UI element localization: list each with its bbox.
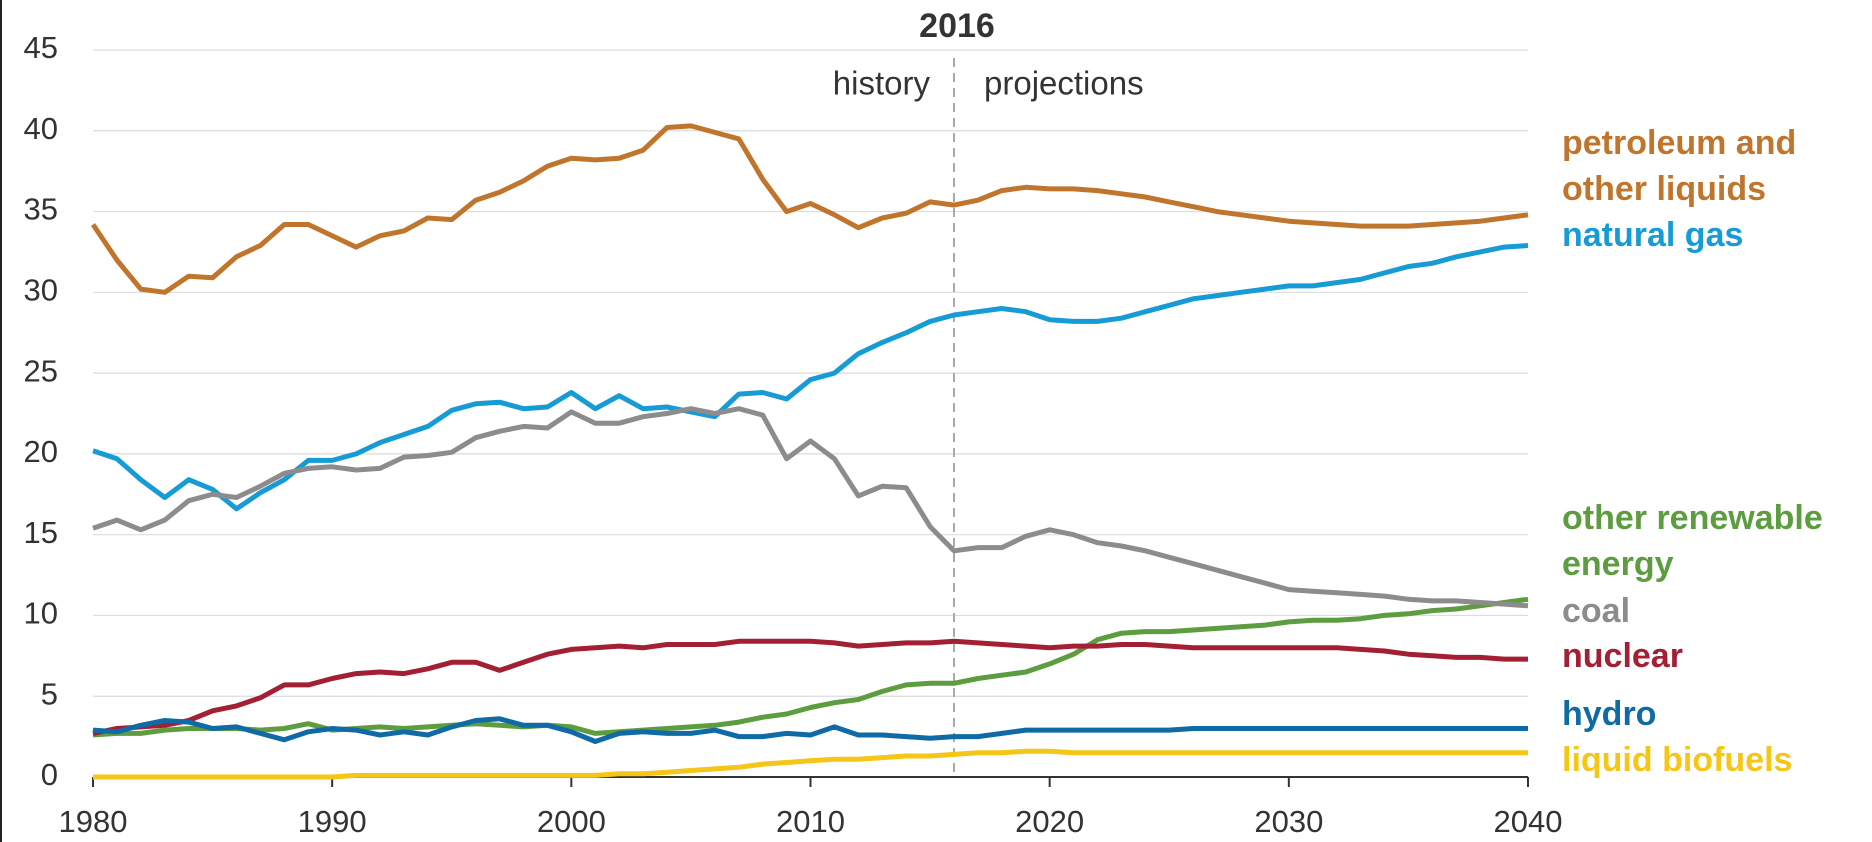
y-tick-label: 25 — [24, 353, 58, 388]
y-tick-label: 15 — [24, 515, 58, 550]
series-line — [93, 748, 1528, 780]
series-label: natural gas — [1562, 216, 1744, 254]
series-line — [92, 406, 1529, 609]
series-label: liquid biofuels — [1562, 741, 1793, 779]
divider-year: 2016 — [919, 7, 995, 45]
series-label: coal — [1562, 592, 1631, 630]
y-tick-label: 40 — [24, 111, 58, 146]
series-line — [92, 638, 1528, 736]
x-tick-label: 1980 — [59, 804, 128, 839]
y-tick-label: 5 — [41, 676, 58, 711]
y-tick-label: 35 — [24, 192, 58, 227]
x-tick-label: 2020 — [1015, 804, 1084, 839]
y-tick-label: 30 — [24, 273, 58, 308]
x-tick-label: 2000 — [537, 804, 606, 839]
series-label: nuclear — [1562, 637, 1683, 675]
x-tick-label: 2030 — [1254, 804, 1323, 839]
series-line — [92, 243, 1529, 512]
series-label: petroleum and other liquids — [1562, 124, 1797, 208]
y-tick-label: 45 — [24, 30, 58, 65]
x-tick-label: 2010 — [776, 804, 845, 839]
y-tick-label: 0 — [41, 757, 58, 792]
series-line — [92, 596, 1529, 738]
history-label: history — [833, 65, 931, 102]
y-tick-label: 10 — [24, 596, 58, 631]
x-tick-label: 1990 — [298, 804, 367, 839]
series-label: hydro — [1562, 695, 1657, 733]
series-label: other renewable energy — [1562, 499, 1823, 583]
series-line — [90, 123, 1529, 295]
series-line — [92, 716, 1528, 744]
projections-label: projections — [984, 65, 1144, 102]
x-tick-label: 2040 — [1494, 804, 1563, 839]
y-tick-label: 20 — [24, 434, 58, 469]
